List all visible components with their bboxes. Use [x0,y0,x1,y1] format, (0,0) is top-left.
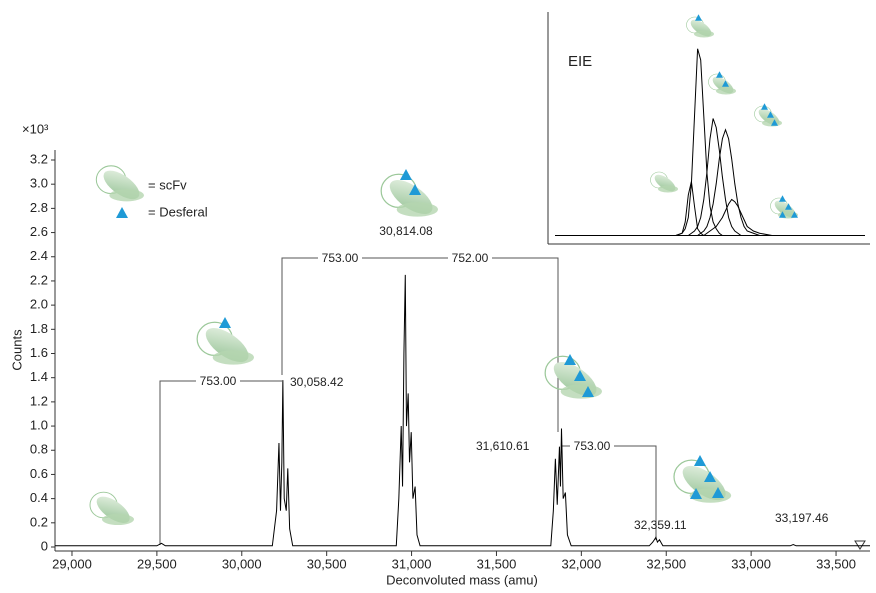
brackets [159,251,657,545]
mass-difference: 753.00 [322,251,359,265]
peak-mass: 31,610.61 [476,439,530,453]
y-tick-label: 0.4 [30,490,48,505]
y-tick-label: 1.4 [30,369,48,384]
y-tick-label: 2.4 [30,248,48,263]
peak-mass: 32,359.11 [634,518,687,532]
inset: EIE [547,12,870,245]
x-tick-label: 31,500 [477,556,517,571]
y-tick-label: 3.0 [30,176,48,191]
y-tick-label: 1.8 [30,321,48,336]
marker [854,540,866,550]
scfv-icon [673,458,732,508]
mass-difference: 752.00 [452,251,489,265]
y-axis-label: Counts [9,329,24,371]
scfv-icon [196,320,255,370]
x-tick-label: 33,000 [731,556,771,571]
x-tick-label: 30,000 [222,556,262,571]
peak-mass: 30,814.08 [379,224,433,238]
scfv-icon [380,172,439,222]
bracket [159,380,282,545]
peak-mass: 33,197.46 [775,511,829,525]
inset-frame [548,12,870,244]
x-axis-label: Deconvoluted mass (amu) [386,572,538,587]
mass-difference: 753.00 [200,374,237,388]
peak-mass: 30,058.42 [290,375,344,389]
y-tick-label: 0.2 [30,514,48,529]
spectrum-line [55,274,870,547]
desferal-icon [116,207,128,218]
label-bg [196,374,240,388]
x-tick-label: 29,500 [137,556,177,571]
y-tick-label: 1.0 [30,418,48,433]
y-tick-label: 1.2 [30,393,48,408]
y-tick-label: 2.6 [30,224,48,239]
y-tick-label: 2.2 [30,272,48,287]
x-tick-label: 29,000 [52,556,92,571]
legend-label: = Desferal [148,204,208,219]
y-tick-label: 2.8 [30,200,48,215]
legend-label: = scFv [148,177,187,192]
x-tick-label: 30,500 [307,556,347,571]
label-bg [318,251,362,265]
mass-difference: 753.00 [574,439,611,453]
x-tick-label: 32,500 [646,556,686,571]
scfv-icon [95,164,145,206]
label-bg [448,251,492,265]
x-tick-label: 31,000 [392,556,432,571]
y-tick-label: 0.8 [30,442,48,457]
x-tick-label: 32,000 [561,556,601,571]
scfv-icon [89,491,135,529]
y-tick-label: 1.6 [30,345,48,360]
x-tick-label: 33,500 [816,556,856,571]
y-tick-label: 0.6 [30,466,48,481]
bracket [281,257,559,432]
y-tick-label: 3.2 [30,151,48,166]
desferal-icon [219,317,231,328]
inset-title: EIE [568,53,592,70]
label-bg [570,439,614,453]
y-tick-label: 0 [41,538,48,553]
y-exponent: ×10³ [22,121,49,136]
desferal-icon [564,354,576,365]
spectrum-line [555,198,865,236]
y-tick-label: 2.0 [30,297,48,312]
